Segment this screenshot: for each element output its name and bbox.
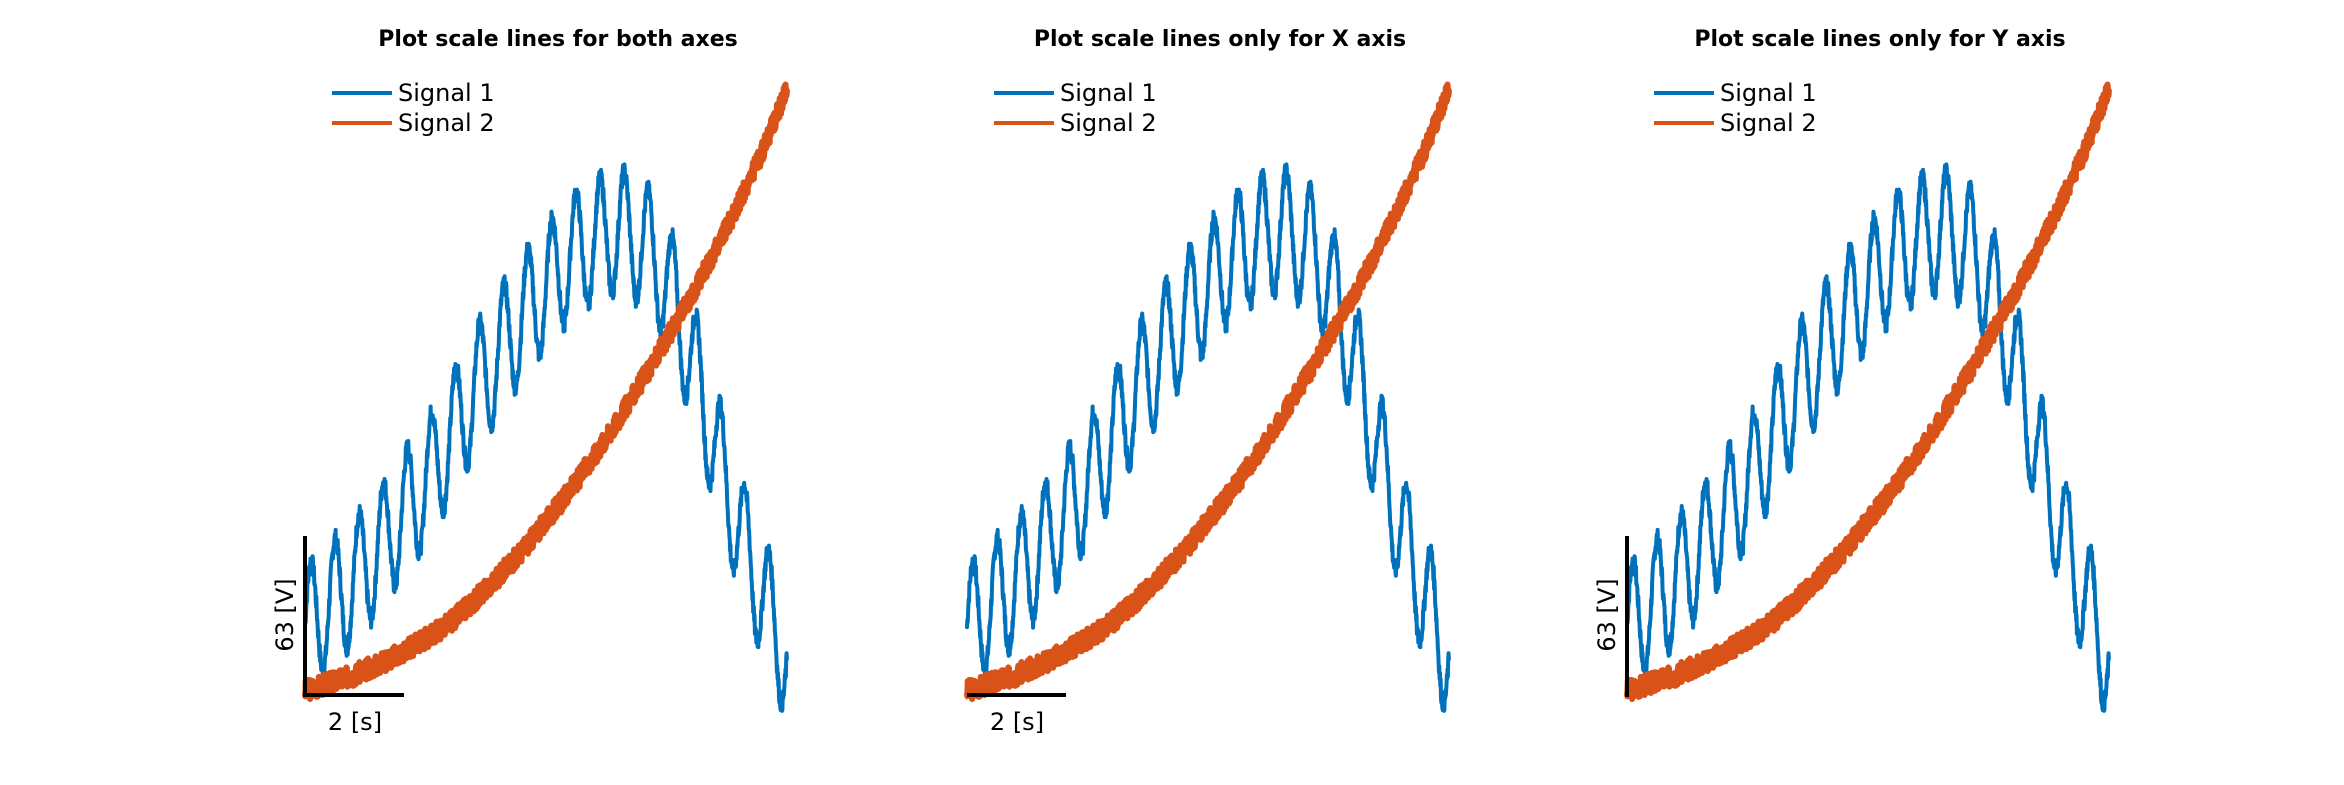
series-line-2 bbox=[1624, 81, 2112, 703]
legend-label-1: Signal 1 bbox=[1060, 79, 1157, 107]
x-scale-label: 2 [s] bbox=[328, 708, 382, 736]
series-line-1 bbox=[1625, 162, 2111, 713]
subplot-2: Plot scale lines only for X axis Signal 1… bbox=[964, 27, 1452, 736]
subplot-1: Plot scale lines for both axes Signal 1Si… bbox=[271, 27, 790, 736]
series-line-2 bbox=[964, 81, 1452, 703]
x-scale-label: 2 [s] bbox=[990, 708, 1044, 736]
series-line-1 bbox=[965, 162, 1451, 713]
chart-title: Plot scale lines for both axes bbox=[378, 27, 737, 52]
series-line-1 bbox=[303, 162, 789, 713]
y-scale-label: 63 [V] bbox=[1593, 578, 1621, 651]
y-scale-label: 63 [V] bbox=[271, 578, 299, 651]
series-line-2 bbox=[302, 81, 790, 703]
legend-label-2: Signal 2 bbox=[1720, 109, 1817, 137]
legend-label-1: Signal 1 bbox=[1720, 79, 1817, 107]
legend-label-1: Signal 1 bbox=[398, 79, 495, 107]
legend-label-2: Signal 2 bbox=[398, 109, 495, 137]
legend-label-2: Signal 2 bbox=[1060, 109, 1157, 137]
subplot-3: Plot scale lines only for Y axis Signal 1… bbox=[1593, 27, 2112, 713]
chart-title: Plot scale lines only for Y axis bbox=[1694, 27, 2065, 52]
chart-title: Plot scale lines only for X axis bbox=[1034, 27, 1406, 52]
